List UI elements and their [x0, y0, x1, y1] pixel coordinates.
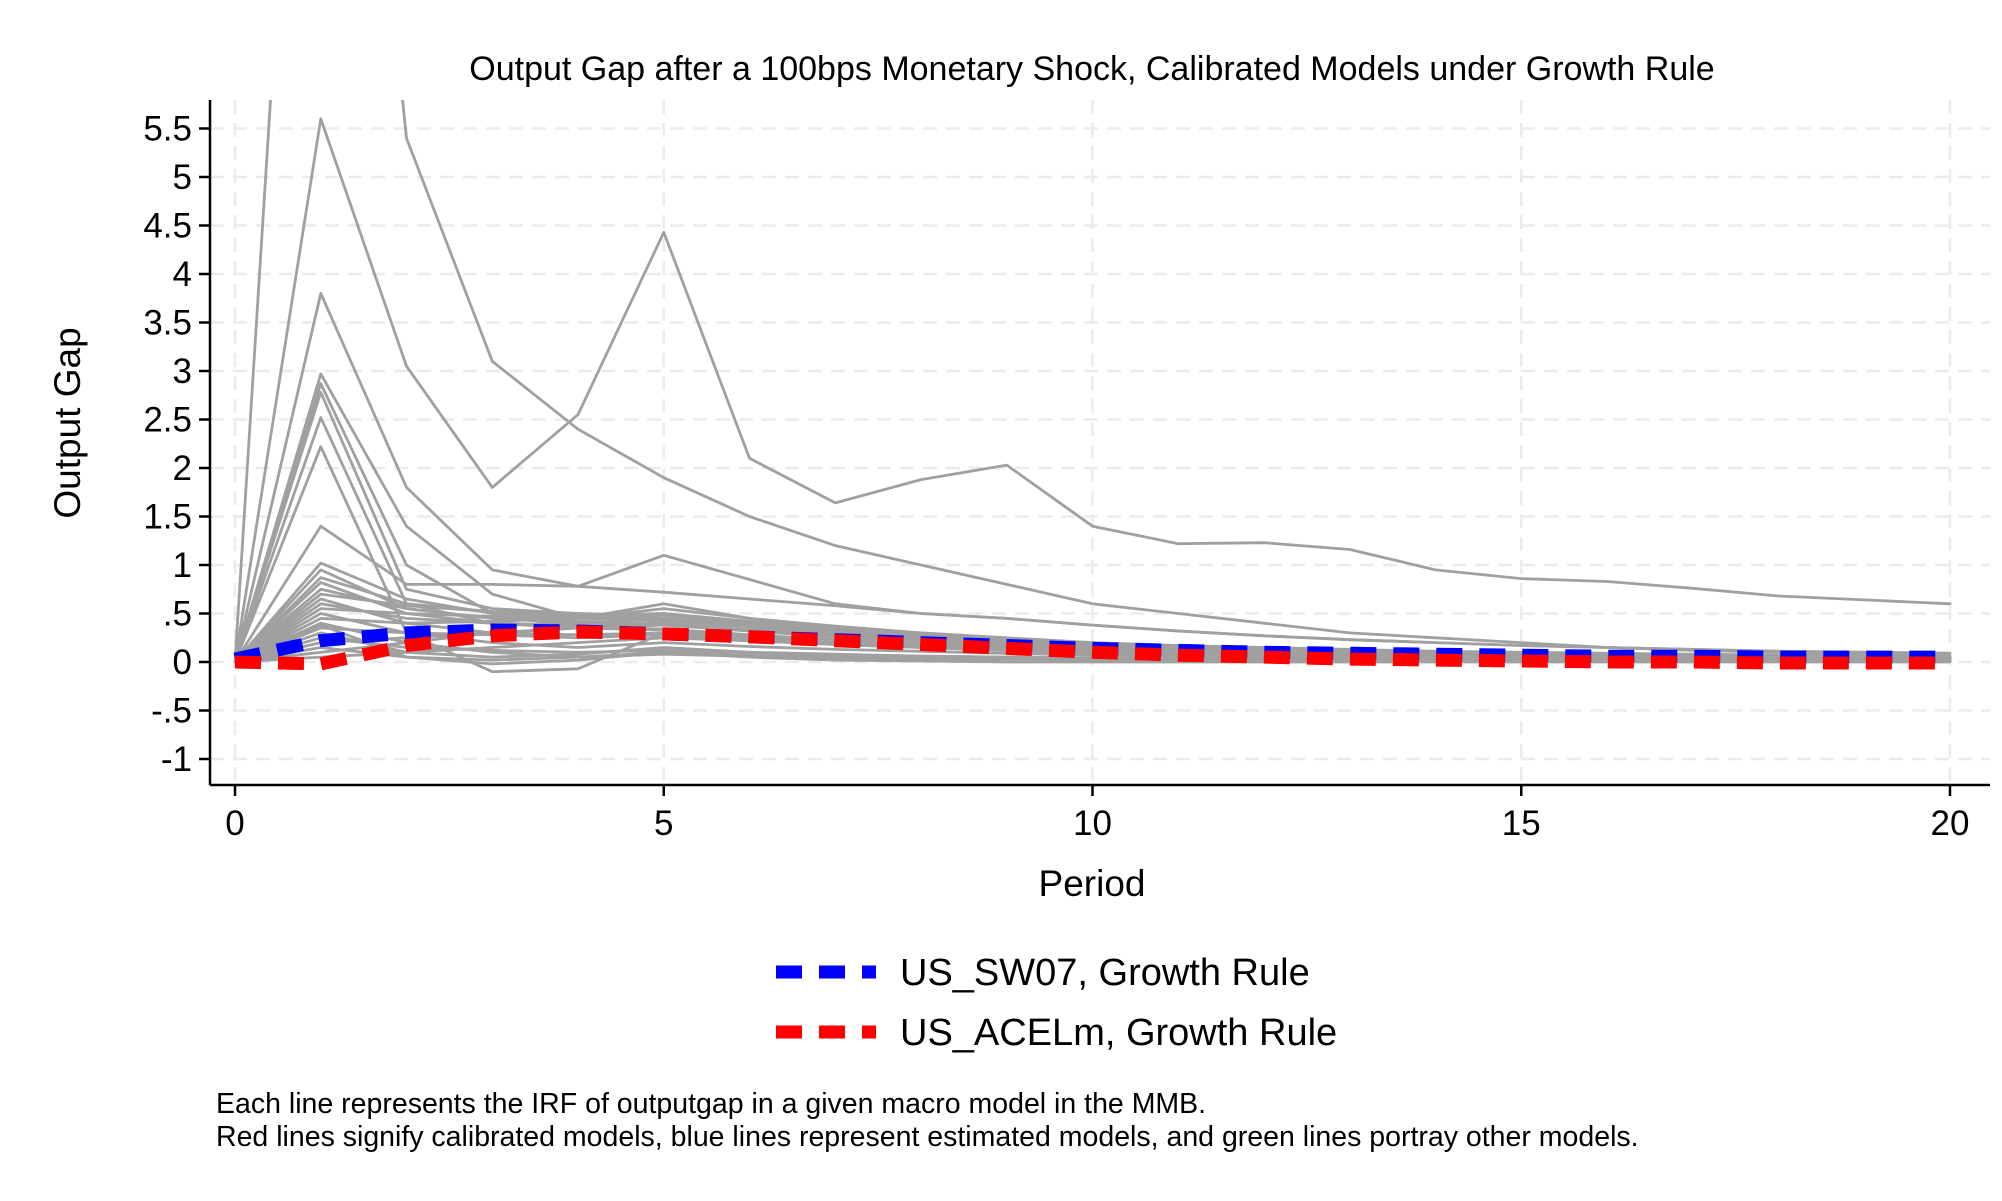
y-tick-label: 3.5 — [143, 304, 192, 343]
note-line-2: Red lines signify calibrated models, blu… — [216, 1121, 1639, 1153]
y-tick-label: 5 — [173, 158, 192, 197]
x-tick-label: 20 — [1931, 804, 1970, 843]
legend: US_SW07, Growth Rule US_ACELm, Growth Rul… — [776, 952, 1337, 1054]
y-tick-label: 2 — [173, 449, 192, 488]
chart-title: Output Gap after a 100bps Monetary Shock… — [469, 50, 1714, 88]
y-tick-label: 1 — [173, 546, 192, 585]
y-tick-label: 1.5 — [143, 498, 192, 537]
notes: Each line represents the IRF of outputga… — [216, 1088, 1639, 1153]
y-tick-label: 5.5 — [143, 110, 192, 149]
series-line — [234, 625, 1950, 671]
y-tick-label: 2.5 — [143, 401, 192, 440]
y-tick-label: 4 — [173, 255, 192, 294]
model-irf-line — [233, 117, 1952, 664]
axes: 5.554.543.532.521.51.50-.5-10 5 10 15 20 — [143, 100, 1990, 843]
highlight-lines — [233, 623, 1950, 671]
legend-label: US_SW07, Growth Rule — [900, 952, 1310, 994]
x-tick-label: 15 — [1502, 804, 1541, 843]
y-tick-label: 4.5 — [143, 207, 192, 246]
model-irf-line — [233, 524, 1952, 664]
y-tick-label: .5 — [163, 595, 192, 634]
y-tick-label: 3 — [173, 352, 192, 391]
note-line-1: Each line represents the IRF of outputga… — [216, 1088, 1206, 1120]
y-tick-label: -.5 — [151, 692, 192, 731]
y-axis-title: Output Gap — [47, 327, 88, 518]
x-axis-title: Period — [1039, 863, 1146, 904]
x-tick-label: 0 — [225, 804, 244, 843]
x-tick-label: 5 — [654, 804, 673, 843]
y-tick-label: 0 — [173, 643, 192, 682]
y-tick-label: -1 — [161, 740, 192, 779]
grid — [210, 100, 1990, 785]
x-tick-label: 10 — [1073, 804, 1112, 843]
legend-label: US_ACELm, Growth Rule — [900, 1012, 1337, 1054]
